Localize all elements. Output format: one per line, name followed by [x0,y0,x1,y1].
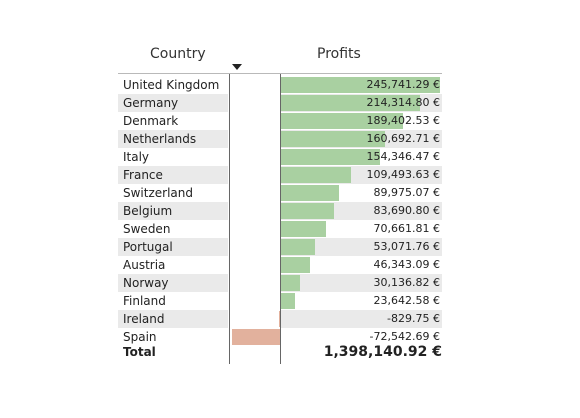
profit-bar [280,77,440,93]
table-row[interactable]: Switzerland 89,975.07 € [118,184,442,202]
profit-bar [280,167,351,183]
profit-bar [280,203,334,219]
profit-value: 23,642.58 € [373,294,440,307]
profit-bar [280,275,300,291]
sort-descending-icon[interactable] [232,64,242,70]
header-divider [118,73,442,74]
row-shade [118,166,228,184]
table-row[interactable]: Spain -72,542.69 € [118,328,442,346]
profit-value: 89,975.07 € [373,186,440,199]
profit-bar [280,95,420,111]
country-cell: Denmark [123,114,179,128]
table-row[interactable]: Norway 30,136.82 € [118,274,442,292]
row-shade [118,130,228,148]
profit-bar [232,329,280,345]
row-shade [118,202,228,220]
profit-value: 46,343.09 € [373,258,440,271]
country-column-header[interactable]: Country [150,46,206,62]
profit-bar [280,257,310,273]
row-shade [118,94,228,112]
profit-value: 30,136.82 € [373,276,440,289]
country-cell: Norway [123,276,169,290]
country-cell: Ireland [123,312,165,326]
row-shade [118,274,228,292]
table-row[interactable]: Ireland -829.75 € [118,310,442,328]
country-cell: Netherlands [123,132,197,146]
table-row[interactable]: Finland 23,642.58 € [118,292,442,310]
profit-bar [280,113,403,129]
profit-value: 53,071.76 € [373,240,440,253]
row-shade [281,238,442,256]
profit-bar [280,149,380,165]
profit-value: -72,542.69 € [369,330,440,343]
axis-line-left [229,74,230,364]
row-shade [118,238,228,256]
profit-value: 214,314.80 € [366,96,440,109]
country-cell: Germany [123,96,179,110]
country-cell: Sweden [123,222,171,236]
profit-value: 160,692.71 € [366,132,440,145]
row-shade [118,310,228,328]
table-row[interactable]: United Kingdom 245,741.29 € [118,76,442,94]
row-shade [281,274,442,292]
profit-value: 83,690.80 € [373,204,440,217]
table-row[interactable]: Sweden 70,661.81 € [118,220,442,238]
profits-column-header[interactable]: Profits [317,46,361,62]
profit-value: 70,661.81 € [373,222,440,235]
profit-value: -829.75 € [387,312,440,325]
country-cell: France [123,168,163,182]
table-row[interactable]: Portugal 53,071.76 € [118,238,442,256]
country-cell: Switzerland [123,186,193,200]
country-cell: Finland [123,294,166,308]
country-cell: Austria [123,258,166,272]
table-row[interactable]: France 109,493.63 € [118,166,442,184]
country-cell: United Kingdom [123,78,220,92]
profit-value: 189,402.53 € [366,114,440,127]
profit-bar [279,311,280,327]
table-row[interactable]: Austria 46,343.09 € [118,256,442,274]
total-label: Total [123,345,156,359]
axis-line-zero [280,74,281,364]
country-cell: Italy [123,150,150,164]
country-cell: Belgium [123,204,173,218]
profit-bar [280,185,339,201]
profit-value: 154,346.47 € [366,150,440,163]
table-row[interactable]: Netherlands 160,692.71 € [118,130,442,148]
total-value: 1,398,140.92 € [323,344,442,360]
table-row[interactable]: Denmark 189,402.53 € [118,112,442,130]
country-cell: Portugal [123,240,173,254]
row-shade [281,310,442,328]
table-row[interactable]: Germany 214,314.80 € [118,94,442,112]
profit-bar [280,293,295,309]
profit-value: 109,493.63 € [366,168,440,181]
profit-value: 245,741.29 € [366,78,440,91]
country-cell: Spain [123,330,157,344]
table-row[interactable]: Italy 154,346.47 € [118,148,442,166]
profit-bar [280,131,385,147]
profit-bar [280,239,315,255]
profit-bar [280,221,326,237]
table-row[interactable]: Belgium 83,690.80 € [118,202,442,220]
